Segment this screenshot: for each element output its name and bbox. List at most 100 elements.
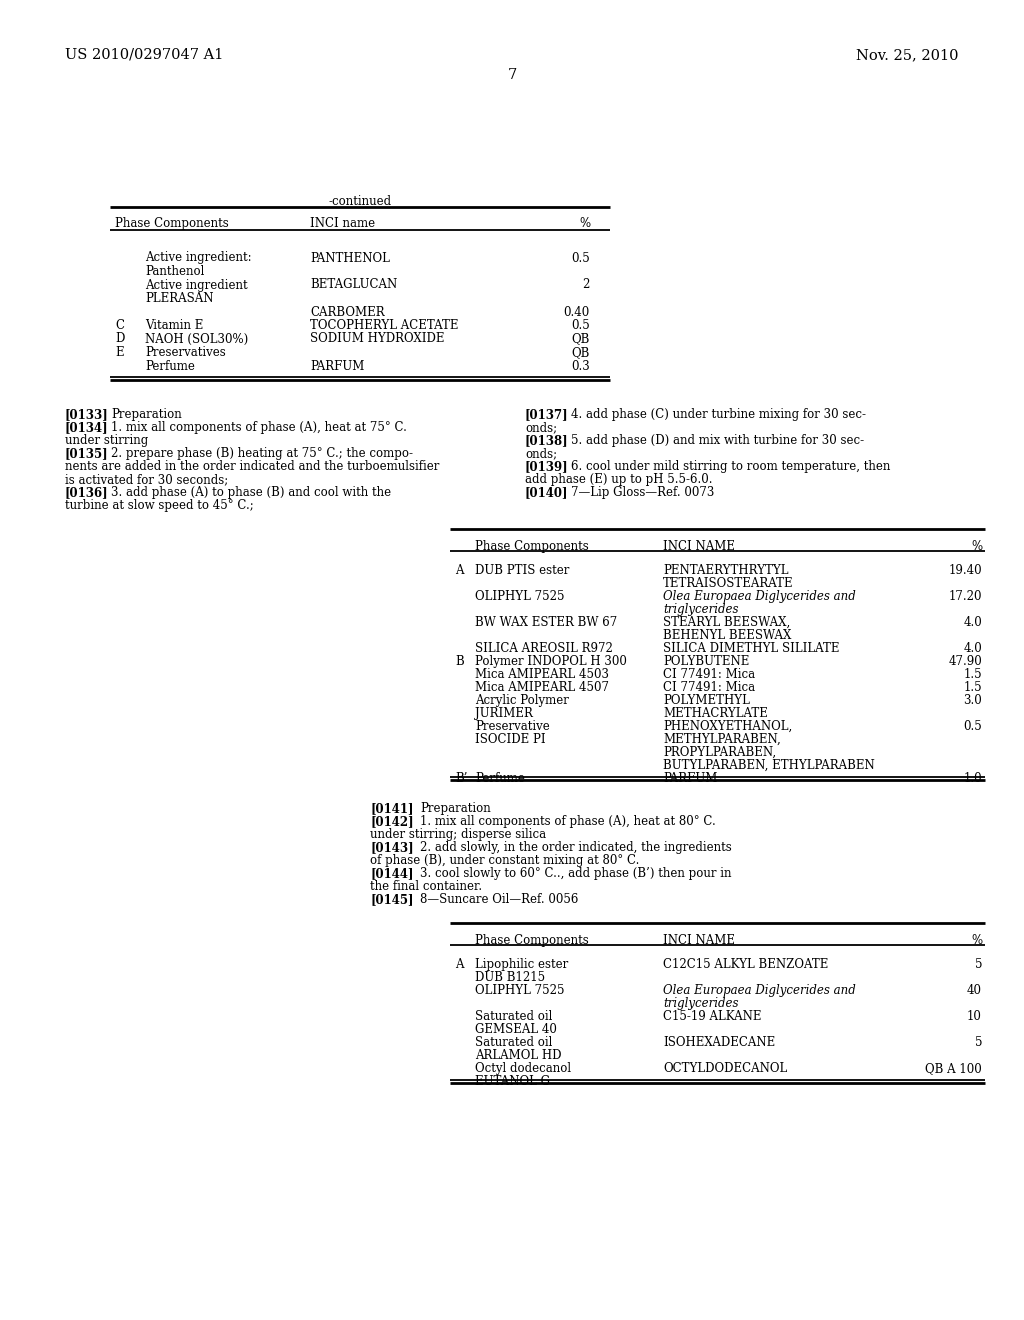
Text: A: A [455,564,464,577]
Text: Mica AMIPEARL 4507: Mica AMIPEARL 4507 [475,681,609,694]
Text: 17.20: 17.20 [948,590,982,603]
Text: PROPYLPARABEN,: PROPYLPARABEN, [663,746,776,759]
Text: [0133]: [0133] [65,408,109,421]
Text: turbine at slow speed to 45° C.;: turbine at slow speed to 45° C.; [65,499,254,512]
Text: TOCOPHERYL ACETATE: TOCOPHERYL ACETATE [310,319,459,333]
Text: ISOHEXADECANE: ISOHEXADECANE [663,1036,775,1049]
Text: nents are added in the order indicated and the turboemulsifier: nents are added in the order indicated a… [65,459,439,473]
Text: [0136]: [0136] [65,486,109,499]
Text: BUTYLPARABEN, ETHYLPARABEN: BUTYLPARABEN, ETHYLPARABEN [663,759,874,772]
Text: %: % [579,216,590,230]
Text: BEHENYL BEESWAX: BEHENYL BEESWAX [663,630,792,642]
Text: Saturated oil: Saturated oil [475,1036,552,1049]
Text: Panthenol: Panthenol [145,265,205,279]
Text: QB A 100: QB A 100 [926,1063,982,1076]
Text: [0145]: [0145] [370,894,414,907]
Text: 7: 7 [507,69,517,82]
Text: 5: 5 [975,1036,982,1049]
Text: 0.5: 0.5 [964,719,982,733]
Text: 1.5: 1.5 [964,681,982,694]
Text: 4.0: 4.0 [964,616,982,630]
Text: [0137]: [0137] [525,408,568,421]
Text: SILICA DIMETHYL SILILATE: SILICA DIMETHYL SILILATE [663,642,840,655]
Text: 5. add phase (D) and mix with turbine for 30 sec-: 5. add phase (D) and mix with turbine fo… [571,434,864,447]
Text: 4. add phase (C) under turbine mixing for 30 sec-: 4. add phase (C) under turbine mixing fo… [571,408,866,421]
Text: is activated for 30 seconds;: is activated for 30 seconds; [65,473,228,486]
Text: Perfume: Perfume [145,359,195,372]
Text: 3.0: 3.0 [964,694,982,708]
Text: B’: B’ [455,772,468,785]
Text: GEMSEAL 40: GEMSEAL 40 [475,1023,557,1036]
Text: 3. cool slowly to 60° C.., add phase (B’) then pour in: 3. cool slowly to 60° C.., add phase (B’… [420,867,731,880]
Text: Nov. 25, 2010: Nov. 25, 2010 [856,48,959,62]
Text: C15-19 ALKANE: C15-19 ALKANE [663,1010,762,1023]
Text: Mica AMIPEARL 4503: Mica AMIPEARL 4503 [475,668,609,681]
Text: Active ingredient: Active ingredient [145,279,248,292]
Text: METHACRYLATE: METHACRYLATE [663,708,768,719]
Text: Olea Europaea Diglycerides and: Olea Europaea Diglycerides and [663,590,856,603]
Text: %: % [971,935,982,948]
Text: C: C [115,319,124,333]
Text: 10: 10 [967,1010,982,1023]
Text: 1.5: 1.5 [964,668,982,681]
Text: add phase (E) up to pH 5.5-6.0.: add phase (E) up to pH 5.5-6.0. [525,473,713,486]
Text: OLIPHYL 7525: OLIPHYL 7525 [475,590,564,603]
Text: CI 77491: Mica: CI 77491: Mica [663,668,755,681]
Text: 1.0: 1.0 [964,772,982,785]
Text: [0140]: [0140] [525,486,568,499]
Text: Phase Components: Phase Components [475,935,589,948]
Text: 1. mix all components of phase (A), heat at 75° C.: 1. mix all components of phase (A), heat… [111,421,407,434]
Text: ISOCIDE PI: ISOCIDE PI [475,733,546,746]
Text: QB: QB [571,333,590,346]
Text: POLYBUTENE: POLYBUTENE [663,655,750,668]
Text: METHYLPARABEN,: METHYLPARABEN, [663,733,780,746]
Text: Polymer INDOPOL H 300: Polymer INDOPOL H 300 [475,655,627,668]
Text: Perfume: Perfume [475,772,525,785]
Text: Saturated oil: Saturated oil [475,1010,552,1023]
Text: Active ingredient:: Active ingredient: [145,252,252,264]
Text: DUB B1215: DUB B1215 [475,972,545,985]
Text: -continued: -continued [329,195,391,209]
Text: under stirring; disperse silica: under stirring; disperse silica [370,828,546,841]
Text: TETRAISOSTEARATE: TETRAISOSTEARATE [663,577,794,590]
Text: [0134]: [0134] [65,421,109,434]
Text: QB: QB [571,346,590,359]
Text: 19.40: 19.40 [948,564,982,577]
Text: Lipophilic ester: Lipophilic ester [475,958,568,972]
Text: Octyl dodecanol: Octyl dodecanol [475,1063,571,1076]
Text: D: D [115,333,124,346]
Text: 6. cool under mild stirring to room temperature, then: 6. cool under mild stirring to room temp… [571,459,891,473]
Text: OLIPHYL 7525: OLIPHYL 7525 [475,985,564,997]
Text: [0143]: [0143] [370,841,414,854]
Text: of phase (B), under constant mixing at 80° C.: of phase (B), under constant mixing at 8… [370,854,639,867]
Text: OCTYLDODECANOL: OCTYLDODECANOL [663,1063,787,1076]
Text: EUTANOL G: EUTANOL G [475,1076,550,1088]
Text: [0138]: [0138] [525,434,568,447]
Text: 0.3: 0.3 [571,359,590,372]
Text: 7—Lip Gloss—Ref. 0073: 7—Lip Gloss—Ref. 0073 [571,486,715,499]
Text: onds;: onds; [525,421,557,434]
Text: [0141]: [0141] [370,803,414,816]
Text: Preparation: Preparation [111,408,181,421]
Text: PARFUM: PARFUM [663,772,718,785]
Text: A: A [455,958,464,972]
Text: 8—Suncare Oil—Ref. 0056: 8—Suncare Oil—Ref. 0056 [420,894,579,907]
Text: under stirring: under stirring [65,434,148,447]
Text: Preservatives: Preservatives [145,346,225,359]
Text: STEARYL BEESWAX,: STEARYL BEESWAX, [663,616,791,630]
Text: B: B [455,655,464,668]
Text: PANTHENOL: PANTHENOL [310,252,390,264]
Text: PENTAERYTHRYTYL: PENTAERYTHRYTYL [663,564,788,577]
Text: CI 77491: Mica: CI 77491: Mica [663,681,755,694]
Text: 4.0: 4.0 [964,642,982,655]
Text: US 2010/0297047 A1: US 2010/0297047 A1 [65,48,223,62]
Text: SODIUM HYDROXIDE: SODIUM HYDROXIDE [310,333,444,346]
Text: [0142]: [0142] [370,816,414,828]
Text: BETAGLUCAN: BETAGLUCAN [310,279,397,292]
Text: 0.5: 0.5 [571,252,590,264]
Text: SILICA AREOSIL R972: SILICA AREOSIL R972 [475,642,613,655]
Text: Vitamin E: Vitamin E [145,319,204,333]
Text: Preservative: Preservative [475,719,550,733]
Text: Acrylic Polymer: Acrylic Polymer [475,694,569,708]
Text: 2: 2 [583,279,590,292]
